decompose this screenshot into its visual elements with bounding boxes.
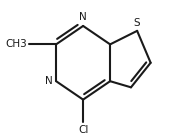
Text: CH3: CH3	[5, 39, 27, 49]
Text: N: N	[45, 76, 52, 86]
Text: N: N	[79, 12, 87, 22]
Text: Cl: Cl	[78, 125, 88, 135]
Text: S: S	[134, 18, 140, 28]
